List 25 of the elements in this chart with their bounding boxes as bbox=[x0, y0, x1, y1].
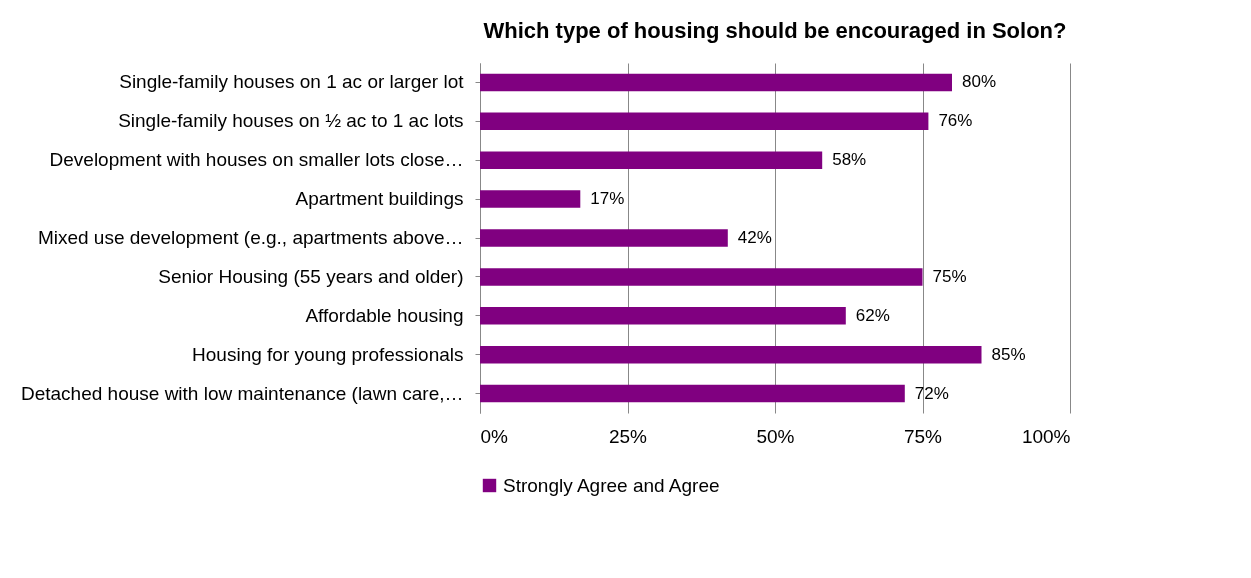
data-label: 75% bbox=[932, 266, 967, 286]
x-tick-label: 75% bbox=[903, 425, 943, 447]
y-tick-label: Single-family houses on ½ ac to 1 ac lots bbox=[118, 110, 464, 132]
y-tick-label: Single-family houses on 1 ac or larger lot bbox=[119, 71, 465, 93]
y-tick-label: Mixed use development (e.g., apartments above… bbox=[37, 227, 464, 248]
chart-title: Which type of housing should be encouraged in Solon? bbox=[483, 18, 1067, 43]
data-label: 85% bbox=[991, 344, 1026, 364]
x-tick-label: 100% bbox=[1021, 425, 1071, 447]
data-label: 17% bbox=[590, 189, 625, 209]
data-label: 80% bbox=[962, 72, 997, 92]
data-label: 42% bbox=[737, 228, 772, 247]
x-tick-label: 50% bbox=[756, 425, 795, 447]
data-label: 76% bbox=[938, 111, 973, 131]
legend-label: Strongly Agree and Agree bbox=[503, 474, 720, 496]
y-tick-label: Senior Housing (55 years and older) bbox=[158, 265, 464, 287]
data-label: 72% bbox=[914, 383, 949, 403]
y-tick-label: Housing for young professionals bbox=[192, 343, 464, 365]
y-tick-label: Affordable housing bbox=[305, 304, 464, 326]
x-tick-label: 25% bbox=[608, 425, 648, 447]
y-tick-label: Development with houses on smaller lots close… bbox=[49, 149, 464, 171]
y-tick-label: Apartment buildings bbox=[295, 188, 464, 210]
data-label: 62% bbox=[855, 305, 890, 325]
data-label: 58% bbox=[832, 150, 867, 170]
y-tick-label: Detached house with low maintenance (lawn care,… bbox=[20, 382, 464, 404]
x-tick-label: 0% bbox=[480, 425, 509, 447]
